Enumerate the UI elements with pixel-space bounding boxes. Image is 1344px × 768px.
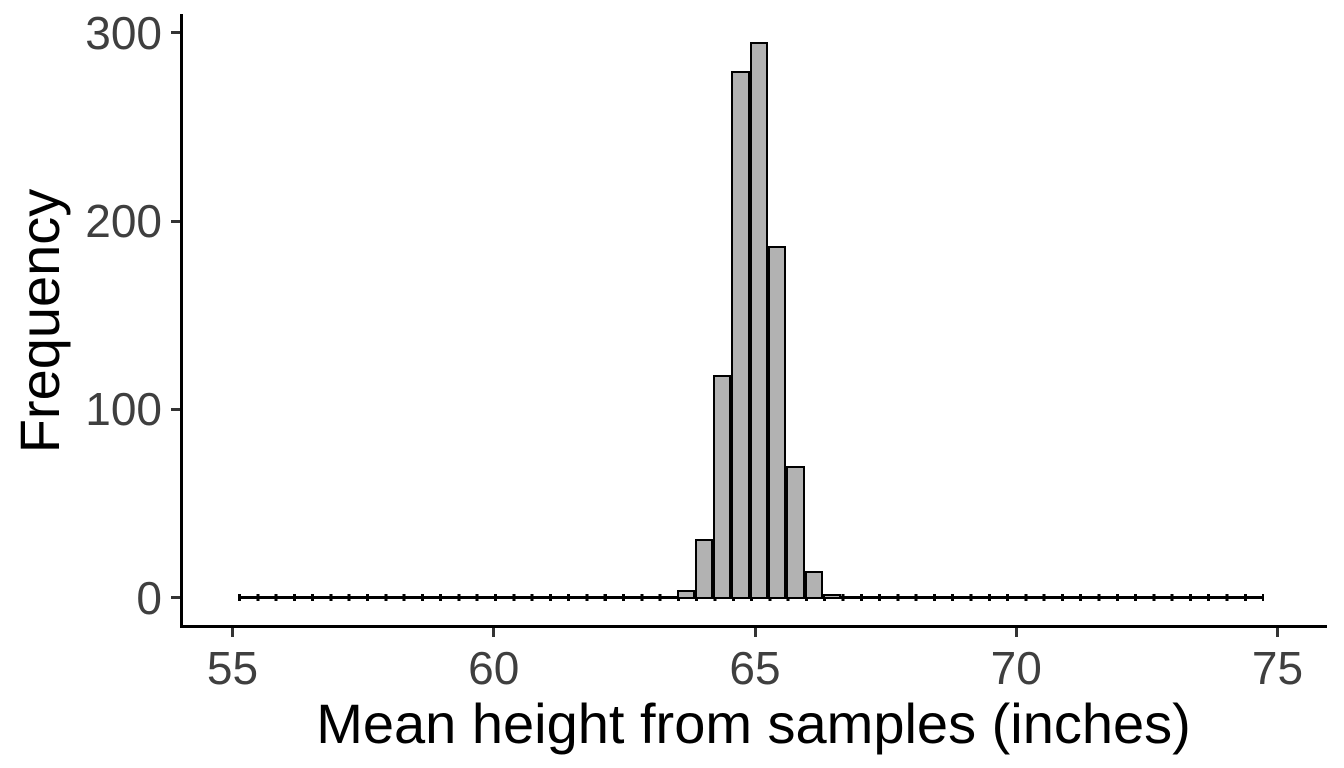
y-tick-mark (171, 407, 180, 411)
x-tick-mark (492, 628, 496, 637)
x-tick-label: 55 (206, 642, 259, 694)
histogram-bar (822, 593, 842, 599)
y-tick-mark (171, 219, 180, 223)
x-tick-label: 65 (729, 642, 781, 694)
y-tick-mark (171, 31, 180, 35)
x-tick-mark (1014, 628, 1018, 637)
x-axis-title: Mean height from samples (inches) (316, 692, 1191, 755)
y-tick-label: 100 (85, 383, 162, 436)
x-axis-line (180, 625, 1327, 628)
x-tick-mark (231, 628, 234, 637)
y-axis-line (180, 14, 183, 628)
histogram-bar (731, 70, 750, 599)
y-tick-label: 200 (85, 195, 162, 248)
y-tick-mark (171, 596, 180, 599)
x-tick-label: 60 (468, 642, 520, 694)
x-tick-mark (1276, 628, 1279, 637)
histogram-bar (786, 465, 805, 599)
histogram-bar (804, 571, 823, 599)
x-tick-label: 75 (1251, 642, 1304, 694)
x-tick-mark (753, 628, 757, 637)
x-tick-label: 70 (990, 642, 1042, 694)
histogram-bar (676, 589, 695, 599)
histogram-bar (768, 245, 787, 599)
y-tick-label: 300 (85, 6, 162, 59)
y-tick-label: 0 (136, 571, 162, 624)
histogram-bar (694, 539, 714, 599)
histogram-bar (713, 375, 732, 599)
histogram-bar (749, 42, 769, 599)
